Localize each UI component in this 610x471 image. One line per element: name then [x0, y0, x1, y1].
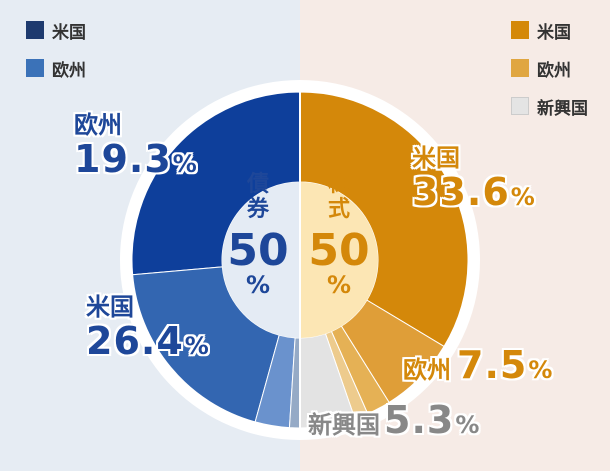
stock-percent-value: 50	[308, 224, 370, 276]
legend-item-stock-emerging: 新興国	[511, 94, 588, 119]
label-number: 33.6	[412, 169, 510, 214]
legend-swatch	[511, 59, 529, 77]
legend-stock: 米国 欧州 新興国	[511, 18, 588, 119]
stock-center-disc	[300, 182, 378, 338]
bond-percent-value: 50	[227, 224, 289, 276]
legend-label: 米国	[537, 22, 571, 43]
legend-swatch	[26, 59, 44, 77]
bond-percent-sign: %	[245, 270, 271, 299]
label-number: 7.5	[457, 343, 528, 387]
stock-label-char2: 式	[327, 197, 350, 223]
label-percent: %	[455, 411, 480, 439]
legend-label: 欧州	[52, 60, 86, 81]
label-value: 33.6%	[412, 173, 536, 211]
label-name: 欧州	[74, 111, 122, 139]
bond-center-label: 債 券 50 %	[222, 172, 294, 297]
bond-label-char1: 債	[246, 172, 269, 197]
label-value: 19.3%	[74, 140, 198, 178]
stock-label-char1: 株	[327, 172, 350, 197]
bond-center-disc	[222, 182, 300, 338]
stock-center-label: 株 式 50 %	[303, 172, 375, 297]
label-percent: %	[510, 182, 536, 211]
label-bond-us: 米国 26.4%	[86, 293, 210, 360]
label-number: 26.4	[86, 318, 184, 363]
stock-percent-sign: %	[326, 270, 352, 299]
label-value: 26.4%	[86, 322, 210, 360]
legend-swatch	[511, 21, 529, 39]
label-stock-emerging: 新興国 5.3%	[308, 398, 479, 442]
legend-item-stock-us: 米国	[511, 18, 588, 43]
label-percent: %	[172, 149, 198, 178]
label-percent: %	[184, 331, 210, 360]
legend-item-bond-europe: 欧州	[26, 56, 86, 81]
legend-bond: 米国 欧州	[26, 18, 86, 81]
legend-label: 新興国	[537, 98, 588, 119]
legend-swatch	[26, 21, 44, 39]
bond-label-char2: 券	[246, 197, 269, 223]
label-percent: %	[528, 356, 553, 384]
label-number: 19.3	[74, 136, 172, 181]
label-name: 新興国	[308, 411, 380, 439]
label-number: 5.3	[384, 398, 455, 442]
label-name: 米国	[412, 144, 460, 172]
label-stock-europe: 欧州 7.5%	[403, 343, 552, 387]
label-bond-europe: 欧州 19.3%	[74, 111, 198, 178]
legend-label: 欧州	[537, 60, 571, 81]
legend-item-stock-europe: 欧州	[511, 56, 588, 81]
label-name: 米国	[86, 293, 134, 321]
legend-swatch	[511, 97, 529, 115]
legend-label: 米国	[52, 22, 86, 43]
label-stock-us: 米国 33.6%	[412, 144, 536, 211]
label-name: 欧州	[403, 356, 451, 384]
legend-item-bond-us: 米国	[26, 18, 86, 43]
